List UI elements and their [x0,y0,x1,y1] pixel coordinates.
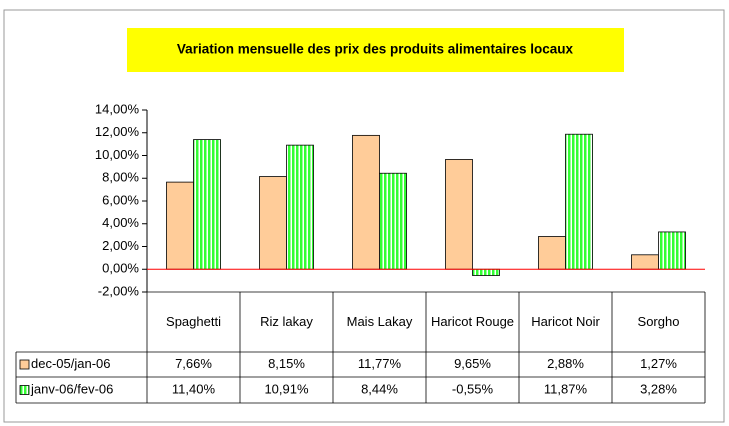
data-label: 11,77% [358,356,402,371]
legend-label: dec-05/jan-06 [31,356,111,371]
x-tick-label-box: Haricot Noir [531,314,600,329]
data-label: 2,88% [547,356,584,371]
legend-label: janv-06/fev-06 [30,381,113,396]
x-tick-label-box: Spaghetti [166,314,221,329]
x-tick-label: Haricot Rouge [430,314,515,329]
bar [286,144,314,270]
x-tick-label: Spaghetti [166,314,221,329]
x-tick-label-box: Haricot Rouge [430,314,515,329]
data-label: 1,27% [640,356,677,371]
data-label: 8,15% [268,356,305,371]
data-label: 11,87% [544,381,588,396]
y-tick-label: 2,00% [102,238,139,253]
data-label: 10,91% [264,381,309,396]
y-tick-label: 8,00% [102,170,139,185]
data-label: 9,65% [454,356,491,371]
bar [472,268,500,276]
bar [565,133,593,270]
bar [193,139,221,270]
title-box [127,28,624,72]
legend-key [19,385,30,395]
bar [352,134,380,270]
data-label: 3,28% [640,381,677,396]
x-tick-label-box: Mais Lakay [346,314,413,329]
x-tick-label-box: Sorgho [637,314,680,329]
bar [166,181,194,270]
bar [631,254,659,270]
x-tick-label: Mais Lakay [346,314,413,329]
bar [445,159,473,270]
x-tick-label: Riz lakay [260,314,313,329]
bar [379,172,407,270]
chart-title: Variation mensuelle des prix des produit… [177,42,574,57]
y-tick-label: 10,00% [95,147,140,162]
x-tick-label: Haricot Noir [531,314,600,329]
x-tick-label: Sorgho [637,314,680,329]
bar [538,236,566,270]
y-tick-label: -2,00% [98,283,140,298]
data-label: 8,44% [361,381,398,396]
y-tick-label: 12,00% [95,124,140,139]
data-label: 7,66% [175,356,212,371]
y-tick-label: 14,00% [95,101,140,116]
x-tick-label-box: Riz lakay [260,314,313,329]
y-tick-label: 6,00% [102,192,139,207]
data-label: 11,40% [172,381,216,396]
legend-key [19,359,30,370]
y-tick-label: 4,00% [102,215,139,230]
bar [658,231,686,270]
bar [259,176,287,270]
data-label: -0,55% [452,381,494,396]
y-tick-label: 0,00% [102,261,139,276]
